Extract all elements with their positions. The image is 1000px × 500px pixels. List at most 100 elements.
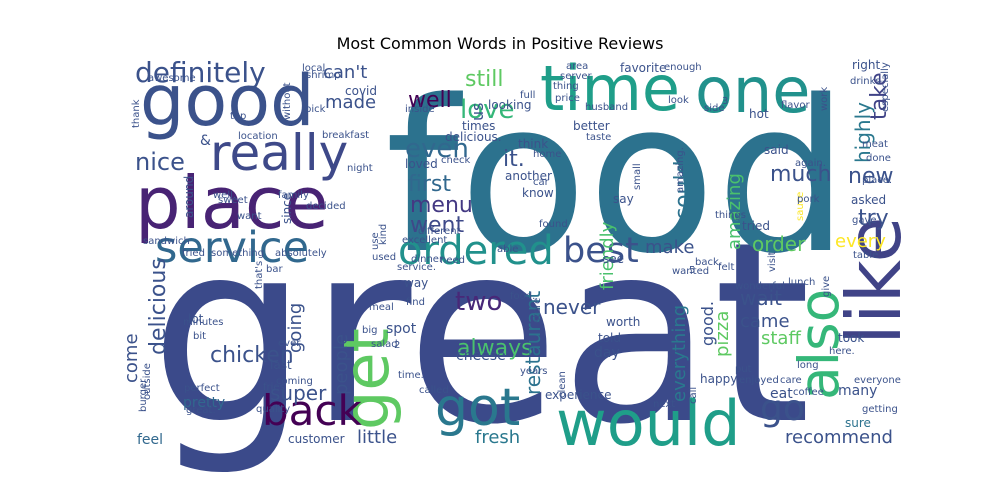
word-135: gave xyxy=(852,215,877,226)
word-178: years xyxy=(520,366,548,377)
word-68: delicious. xyxy=(445,130,502,144)
word-150: area xyxy=(566,61,588,72)
word-153: inside xyxy=(405,104,435,115)
word-140: here. xyxy=(829,346,855,357)
word-43: super xyxy=(270,381,327,405)
word-102: flavor xyxy=(781,100,810,111)
word-24: first xyxy=(408,172,451,197)
word-34: new xyxy=(848,164,893,189)
word-98: eat xyxy=(770,386,793,402)
word-165: service. xyxy=(397,262,436,273)
word-126: felt xyxy=(718,262,734,273)
word-174: salad xyxy=(371,339,398,350)
word-80: happy xyxy=(700,372,737,386)
word-88: asked xyxy=(851,193,886,207)
word-97: say xyxy=(613,192,634,206)
word-60: pretty xyxy=(183,395,225,411)
word-149: thing xyxy=(553,81,579,92)
word-89: right xyxy=(852,58,880,72)
word-129: place. xyxy=(862,175,892,186)
word-66: hot xyxy=(749,107,769,121)
word-55: going xyxy=(285,303,306,353)
word-81: last xyxy=(270,358,292,372)
word-192: location xyxy=(238,131,278,142)
word-142: side xyxy=(704,103,725,114)
word-17: definitely xyxy=(135,56,266,89)
word-56: pizza xyxy=(712,311,733,357)
word-173: big xyxy=(362,325,377,336)
word-131: again. xyxy=(795,158,826,169)
word-186: thank xyxy=(131,99,142,128)
word-93: tried xyxy=(742,219,770,233)
word-134: pork xyxy=(797,194,820,205)
word-87: said xyxy=(764,143,789,157)
word-191: local xyxy=(302,63,325,74)
word-6: time xyxy=(540,52,680,125)
word-51: everything xyxy=(669,305,690,402)
word-79: took xyxy=(838,331,864,345)
chart-title: Most Common Words in Positive Reviews xyxy=(336,34,664,53)
word-167: use xyxy=(370,232,381,250)
word-82: way xyxy=(404,276,428,290)
word-73: another xyxy=(505,169,552,183)
word-47: came xyxy=(740,311,790,332)
word-3: good xyxy=(140,60,315,142)
word-23: nice xyxy=(135,148,185,176)
word-77: worth xyxy=(606,315,640,329)
word-25: take xyxy=(867,72,892,120)
word-13: back xyxy=(262,386,362,435)
word-48: staff xyxy=(761,328,801,349)
word-75: day xyxy=(594,345,620,361)
word-4: like xyxy=(830,216,918,345)
word-182: store xyxy=(532,298,543,323)
word-2: place xyxy=(135,161,329,245)
word-39: highly xyxy=(851,102,875,163)
word-69: times xyxy=(462,119,495,133)
word-195: 3 xyxy=(722,96,728,107)
word-27: well xyxy=(408,88,452,113)
word-123: getting xyxy=(862,404,898,415)
word-61: feel xyxy=(137,432,163,448)
word-184: burger xyxy=(138,378,149,412)
word-78: customer xyxy=(288,432,345,446)
word-185: awesome xyxy=(148,73,196,84)
word-159: amazing. xyxy=(675,147,686,193)
word-91: around xyxy=(182,176,196,218)
word-161: different xyxy=(418,226,461,237)
word-148: price xyxy=(555,93,580,104)
word-158: small xyxy=(632,163,643,190)
word-118: great. xyxy=(186,405,216,416)
word-113: sandwich xyxy=(143,236,190,247)
word-147: husband xyxy=(585,102,628,113)
word-90: & xyxy=(200,133,211,149)
word-114: minutes xyxy=(183,317,223,328)
word-146: look xyxy=(668,95,689,106)
word-116: fries xyxy=(263,382,285,393)
word-46: never xyxy=(543,295,601,319)
word-106: decided xyxy=(306,201,346,212)
word-180: next xyxy=(653,399,675,410)
word-168: used xyxy=(372,252,396,263)
word-7: would xyxy=(556,387,741,460)
word-92: covid xyxy=(345,84,377,98)
word-40: order xyxy=(752,232,806,256)
word-175: coming xyxy=(276,376,313,387)
word-101: sauce xyxy=(795,192,806,221)
word-28: chicken xyxy=(210,343,294,368)
word-111: something xyxy=(211,248,264,259)
word-21: still xyxy=(465,67,503,92)
word-163: need xyxy=(440,255,465,266)
word-166: kind xyxy=(378,224,389,245)
word-156: car xyxy=(533,177,550,188)
word-12: really xyxy=(210,124,348,182)
word-194: 2 xyxy=(394,340,400,351)
word-124: lunch xyxy=(788,277,815,288)
word-31: it. xyxy=(503,147,525,172)
word-164: able xyxy=(497,244,518,255)
word-176: time. xyxy=(398,370,424,381)
word-15: best xyxy=(563,231,639,271)
word-141: long xyxy=(797,360,819,371)
word-125: things xyxy=(715,210,746,221)
word-155: home xyxy=(533,149,561,160)
word-187: shrimp xyxy=(306,70,341,81)
